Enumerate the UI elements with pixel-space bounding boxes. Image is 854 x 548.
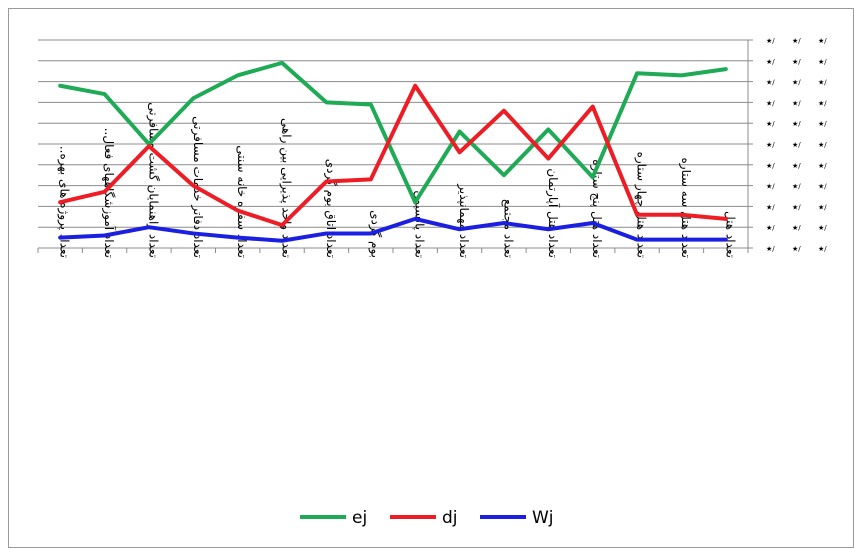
garbled-glyph: ★/	[818, 203, 827, 211]
garbled-glyph: ★/	[792, 79, 801, 87]
legend-label: Wj	[532, 508, 554, 528]
garbled-glyph: ★/	[818, 79, 827, 87]
garbled-glyph: ★/	[792, 162, 801, 170]
garbled-glyph: ★/	[766, 37, 775, 45]
garbled-glyph: ★/	[818, 37, 827, 45]
garbled-glyph: ★/	[792, 224, 801, 232]
garbled-glyph: ★/	[792, 120, 801, 128]
x-tick-label: تعداد هتل سه ستاره	[678, 158, 693, 259]
legend-label: ej	[352, 508, 367, 528]
garbled-glyph: ★/	[818, 183, 827, 191]
garbled-glyph: ★/	[766, 120, 775, 128]
garbled-glyph: ★/	[766, 183, 775, 191]
y-tick-label-glyph: ★/ ★/ ★/	[766, 224, 827, 232]
x-tick-label: تعداد هتل چهار ستاره	[634, 152, 649, 258]
garbled-glyph: ★/	[766, 203, 775, 211]
y-tick-label-glyph: ★/ ★/ ★/	[766, 141, 827, 149]
garbled-glyph: ★/	[818, 120, 827, 128]
x-tick-label: تعداد هتل آپارتمان	[545, 168, 561, 258]
garbled-glyph: ★/	[818, 162, 827, 170]
garbled-glyph: ★/	[818, 224, 827, 232]
legend-item-ej: ej	[300, 508, 367, 528]
garbled-glyph: ★/	[792, 99, 801, 107]
garbled-glyph: ★/	[766, 162, 775, 170]
garbled-glyph: ★/	[766, 79, 775, 87]
y-tick-label-glyph: ★/ ★/ ★/	[766, 203, 827, 211]
garbled-glyph: ★/	[818, 58, 827, 66]
x-tick-label: تعداد آموزشگاههای فعال..	[101, 128, 117, 258]
y-tick-label-glyph: ★/ ★/ ★/	[766, 79, 827, 87]
garbled-glyph: ★/	[766, 141, 775, 149]
y-tick-label-glyph: ★/ ★/ ★/	[766, 120, 827, 128]
y-tick-label-glyph: ★/ ★/ ★/	[766, 183, 827, 191]
series-line-dj	[58, 83, 728, 228]
legend-item-dj: dj	[390, 508, 458, 528]
y-tick-label-glyph: ★/ ★/ ★/	[766, 245, 827, 253]
garbled-glyph: ★/	[766, 58, 775, 66]
x-tick-label: تعداد پانسیون	[412, 190, 427, 258]
x-tick-label: تعداد هتل پنج ستاره	[589, 159, 604, 258]
garbled-glyph: ★/	[818, 245, 827, 253]
garbled-glyph: ★/	[766, 99, 775, 107]
series-line-ej	[58, 60, 728, 205]
x-tick-label: تعداد راهنمایان گشت مسافرتی	[145, 102, 160, 258]
garbled-glyph: ★/	[792, 183, 801, 191]
garbled-glyph: ★/	[766, 245, 775, 253]
garbled-glyph: ★/	[792, 203, 801, 211]
x-tick-label: تعداد اتاق بوم گردی	[323, 159, 338, 258]
x-tick-label: تعداد مجتمع	[501, 199, 515, 258]
garbled-glyph: ★/	[792, 37, 801, 45]
garbled-glyph: ★/	[792, 245, 801, 253]
y-tick-label-glyph: ★/ ★/ ★/	[766, 162, 827, 170]
garbled-glyph: ★/	[792, 141, 801, 149]
legend-item-Wj: Wj	[480, 508, 554, 528]
y-tick-label-glyph: ★/ ★/ ★/	[766, 99, 827, 107]
garbled-glyph: ★/	[766, 224, 775, 232]
y-tick-label-glyph: ★/ ★/ ★/	[766, 58, 827, 66]
y-tick-label-glyph: ★/ ★/ ★/	[766, 37, 827, 45]
x-tick-label: تعداد هتل	[723, 211, 737, 258]
garbled-glyph: ★/	[792, 58, 801, 66]
garbled-glyph: ★/	[818, 99, 827, 107]
legend-label: dj	[442, 508, 458, 528]
x-tick-label: تعداد مهمانپذیر	[456, 183, 471, 258]
series-line-Wj	[58, 216, 728, 243]
garbled-glyph: ★/	[818, 141, 827, 149]
x-tick-label: تعداد سفره خانه سنتی	[234, 145, 249, 258]
x-tick-label: تعداد واحد پذیرایی بین راهی	[279, 118, 294, 258]
